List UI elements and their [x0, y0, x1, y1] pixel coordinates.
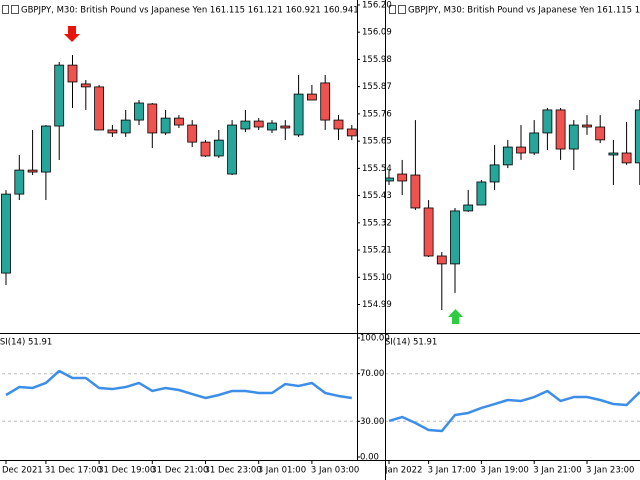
candle-body [120, 119, 131, 134]
time-label: 3 Jan 23:00 [586, 466, 634, 476]
buy-arrow [448, 309, 463, 324]
candle-body [67, 64, 78, 83]
candle-body [41, 125, 51, 173]
price-label: 155.32 [362, 218, 392, 228]
candle-body [187, 124, 198, 143]
indicator-title: RSI(14) 51.91 [379, 338, 437, 348]
candle-body [333, 119, 344, 130]
time-label: Dec 2021 [2, 466, 43, 476]
price-label: 155.65 [362, 137, 392, 147]
candle-body [147, 103, 158, 134]
time-label: 31 Dec 21:00 [151, 466, 208, 476]
price-label: 155.10 [362, 273, 392, 283]
candle-body [54, 64, 65, 127]
time-label: 3 Jan 19:00 [480, 466, 528, 476]
price-label: 155.98 [362, 55, 392, 65]
candle-body [386, 177, 394, 182]
chart-icon [2, 5, 9, 14]
rsi-line [388, 389, 640, 433]
indicator-label: 70.00 [360, 369, 384, 379]
candle-body [423, 207, 434, 257]
candle-body [476, 181, 487, 206]
candle-body [436, 255, 447, 265]
price-label: 155.76 [362, 109, 392, 119]
chart-icon [389, 5, 396, 14]
candle-body [320, 82, 331, 121]
right-chart: GBPJPY, M30: British Pound vs Japanese Y… [379, 6, 640, 476]
candle-body [489, 164, 500, 183]
time-label: Jan 2022 [384, 466, 422, 476]
candle-body [568, 124, 579, 150]
candle-body [516, 146, 526, 154]
time-label: 3 Jan 03:00 [311, 466, 359, 476]
candle-body [1, 193, 11, 274]
candle-body [542, 109, 553, 134]
price-label: 155.21 [362, 246, 392, 256]
candle-body [595, 126, 606, 141]
candle-body [107, 129, 118, 134]
candle-body [134, 102, 144, 121]
candle-body [240, 120, 251, 130]
chart-title: GBPJPY, M30: British Pound vs Japanese Y… [21, 6, 359, 16]
candle-body [582, 124, 592, 128]
candle-body [94, 86, 104, 131]
left-chart: GBPJPY, M30: British Pound vs Japanese Y… [0, 6, 385, 476]
candle-body [227, 124, 238, 175]
candle-body [555, 109, 566, 150]
candle-body [410, 174, 421, 209]
time-label: 31 Dec 17:00 [45, 466, 102, 476]
candle-body [463, 204, 474, 212]
price-label: 155.87 [362, 82, 392, 92]
chart-icon [398, 5, 406, 14]
candle-body [213, 139, 224, 157]
candle-body [200, 141, 211, 157]
time-label: 31 Dec 23:00 [205, 466, 262, 476]
time-label: 3 Jan 21:00 [533, 466, 581, 476]
candle-body [293, 93, 304, 136]
time-label: 3 Jan 17:00 [428, 466, 476, 476]
price-label: 155.43 [362, 191, 392, 201]
sell-arrow [64, 26, 80, 42]
candle-body [160, 117, 171, 134]
candle-body [608, 152, 619, 156]
candle-body [397, 173, 408, 182]
price-label: 156.20 [362, 0, 392, 10]
candle-body [253, 120, 264, 128]
candle-body [502, 146, 513, 166]
candle-body [634, 109, 640, 164]
indicator-title: RSI(14) 51.91 [0, 338, 52, 348]
candle-body [80, 83, 91, 88]
candle-body [346, 128, 357, 137]
candle-body [280, 125, 291, 129]
price-label: 156.09 [362, 28, 392, 38]
candle-body [27, 169, 38, 173]
candle-body [173, 117, 184, 126]
candle-body [267, 122, 277, 131]
time-label: 3 Jan 01:00 [258, 466, 306, 476]
time-label: 31 Dec 19:00 [98, 466, 155, 476]
candle-body [529, 132, 540, 154]
rsi-line [5, 369, 352, 400]
price-label: 155.54 [362, 164, 392, 174]
candle-body [621, 152, 632, 164]
chart-title: GBPJPY, M30: British Pound vs Japanese Y… [408, 6, 640, 16]
price-label: 154.99 [362, 300, 392, 310]
icons [2, 5, 406, 14]
chart-icon [11, 5, 19, 14]
candle-body [14, 169, 25, 195]
indicator-label: 0.00 [360, 453, 379, 463]
indicator-label: 100.00 [360, 334, 390, 344]
candle-body [450, 210, 460, 265]
indicator-label: 30.00 [360, 417, 384, 427]
candle-body [306, 93, 317, 101]
